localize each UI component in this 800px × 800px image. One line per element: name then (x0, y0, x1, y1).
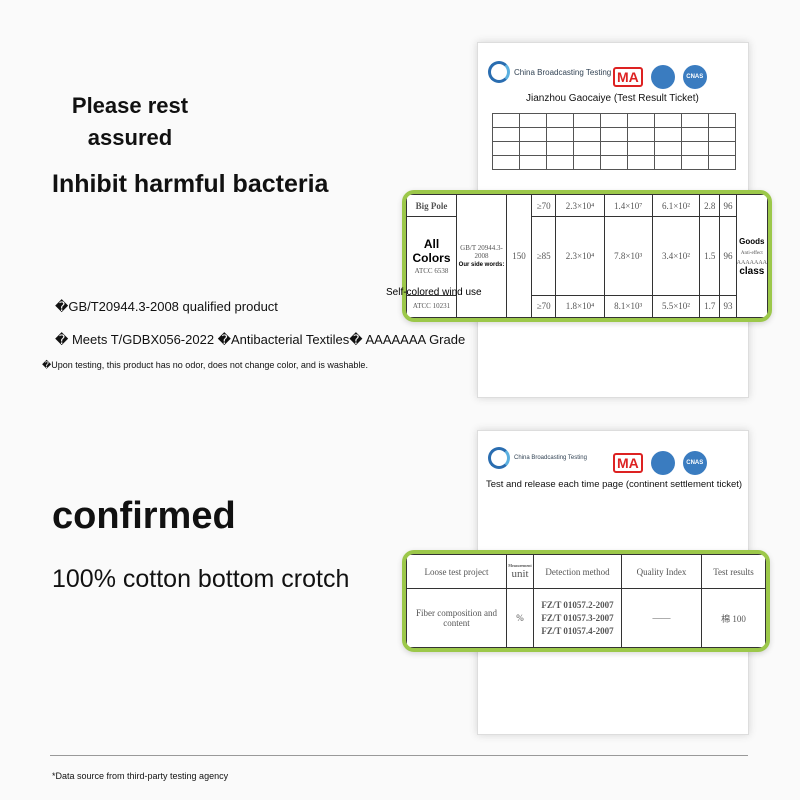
cell: 8.1×10³ (603, 294, 653, 318)
bullet-washable: �Upon testing, this product has no odor,… (42, 360, 368, 370)
agency-logo-icon (488, 447, 510, 469)
header-unit-text: unit (511, 568, 529, 580)
header-quality-index: Quality Index (621, 554, 702, 589)
cell: 96 (719, 216, 737, 296)
cell: 93 (719, 294, 737, 318)
cell: 1.8×10⁴ (555, 294, 605, 318)
label-all-colors: All Colors (412, 236, 451, 265)
strain-cell-3: ATCC 10231 (406, 294, 457, 318)
item-fiber: Fiber composition and content (406, 588, 507, 648)
cell: 7.8×10³ (603, 216, 653, 296)
bullet-antibacterial-grade: � Meets T/GDBX056-2022 �Antibacterial Te… (55, 332, 466, 347)
label-side-words: Our side words: (458, 262, 505, 268)
cell: 6.1×10² (651, 194, 701, 218)
ma-logo: MA (613, 67, 643, 87)
agency-name: China Broadcasting Testing (514, 67, 612, 77)
label-self-colored: Self-colored wind use (386, 287, 482, 298)
cell: ≥70 (530, 294, 557, 318)
cell: 3.4×10² (651, 216, 701, 296)
footer-note: *Data source from third-party testing ag… (52, 771, 229, 781)
cell: 1.7 (699, 294, 721, 318)
header-unit: Measurement unit (506, 554, 534, 589)
class-label: class (739, 265, 765, 277)
header-test-results: Test results (701, 554, 766, 589)
method: FZ/T 01057.3-2007 (541, 612, 614, 623)
method-cell: GB/T 20944.3-2008 Our side words: (456, 194, 507, 318)
cell: 2.8 (699, 194, 721, 218)
goods-label: Goods (739, 236, 765, 246)
antibacterial-result-card: Big Pole GB/T 20944.3-2008 Our side words… (402, 190, 772, 322)
quality-index-value: —— (621, 588, 702, 648)
report-title: Test and release each time page (contine… (485, 479, 743, 490)
unit-value: % (506, 588, 534, 648)
cell: 1.5 (699, 216, 721, 296)
cell: 2.3×10⁴ (555, 216, 605, 296)
label-big-pole: Big Pole (406, 194, 457, 218)
report-title: Jianzhou Gaocaiye (Test Result Ticket) (526, 93, 699, 104)
cell: 96 (719, 194, 737, 218)
headline-cotton: 100% cotton bottom crotch (52, 565, 350, 593)
anti-label: Anti-effect (740, 250, 763, 256)
headline-rest-assured: Please rest assured (71, 93, 189, 150)
cell: ≥85 (530, 216, 557, 296)
header-detection-method: Detection method (533, 554, 622, 589)
cell: 1.4×10⁷ (603, 194, 653, 218)
strain-2: ATCC 6538 (414, 266, 449, 275)
value-150: 150 (506, 194, 532, 318)
fiber-result-card: Loose test project Measurement unit Detec… (402, 550, 770, 652)
header-measurement: Measurement (508, 563, 532, 568)
cell: 5.5×10² (651, 294, 701, 318)
cnas-logo: CNAS (682, 65, 707, 89)
strain-cell-2: All Colors ATCC 6538 (406, 216, 457, 296)
ma-logo: MA (613, 453, 643, 473)
cell: ≥70 (530, 194, 557, 218)
grade-cell: Goods Anti-effect AAAAAAA class (735, 194, 768, 318)
cell: 2.3×10⁴ (555, 194, 605, 218)
header-test-project: Loose test project (406, 554, 507, 589)
headline-inhibit-bacteria: Inhibit harmful bacteria (52, 170, 329, 198)
agency-logo: China Broadcasting Testing (488, 447, 587, 469)
method-text: GB/T 20944.3-2008 (460, 244, 503, 260)
cnas-logo: CNAS (682, 451, 707, 475)
grade-text: AAAAAAA (736, 259, 767, 266)
method: FZ/T 01057.4-2007 (541, 625, 614, 636)
agency-logo-icon (488, 61, 510, 83)
divider (50, 755, 748, 756)
ilac-logo-icon (650, 65, 675, 89)
bullet-gb-standard: �GB/T20944.3-2008 qualified product (55, 299, 278, 314)
ilac-logo-icon (650, 451, 675, 475)
headline-confirmed: confirmed (52, 495, 236, 537)
methods-cell: FZ/T 01057.2-2007 FZ/T 01057.3-2007 FZ/T 0… (533, 588, 622, 648)
agency-name: China Broadcasting Testing (514, 455, 587, 461)
test-result-value: 棉 100 (701, 588, 766, 648)
faint-table (492, 113, 736, 170)
agency-logo: China Broadcasting Testing (488, 61, 611, 83)
method: FZ/T 01057.2-2007 (541, 599, 614, 610)
